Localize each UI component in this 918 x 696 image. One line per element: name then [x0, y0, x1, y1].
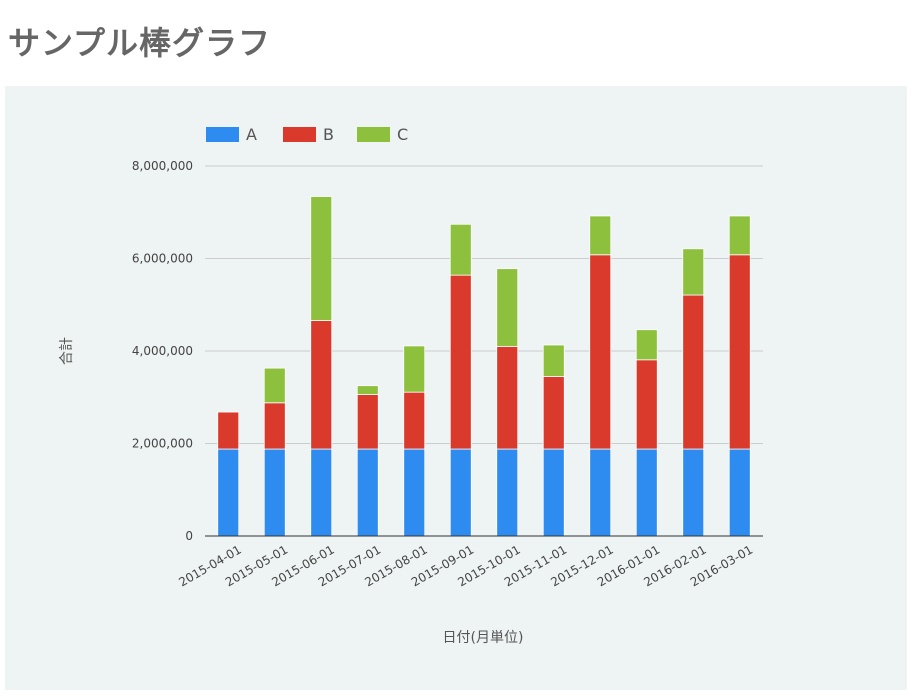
bar-segment-a-2015-11-01 — [542, 448, 565, 537]
bar-segment-a-2015-08-01 — [403, 448, 426, 537]
bar-segment-c-2015-12-01 — [589, 215, 612, 256]
bar-segment-c-2015-08-01 — [403, 345, 426, 393]
chart-panel: A B C 0 2,000,000 4,000,000 6,000,000 8,000,00… — [5, 86, 907, 690]
bar-segment-b-2016-01-01 — [635, 359, 658, 450]
bar-segment-c-2015-06-01 — [310, 196, 333, 321]
bar-segment-a-2015-07-01 — [356, 448, 379, 537]
legend-swatch-b — [283, 127, 316, 142]
y-axis-title: 合計 — [59, 337, 75, 365]
bar-segment-b-2015-09-01 — [449, 274, 472, 450]
bar-segment-b-2015-05-01 — [263, 402, 286, 450]
bar-segment-c-2016-02-01 — [682, 248, 705, 296]
bar-segment-b-2015-10-01 — [496, 345, 519, 450]
bar-segment-b-2016-03-01 — [728, 254, 751, 450]
bar-segment-c-2015-05-01 — [263, 367, 286, 404]
page-title: サンプル棒グラフ — [8, 24, 272, 62]
x-axis-ticks: 2015-04-012015-05-012015-06-012015-07-01… — [176, 542, 755, 589]
bar-segment-a-2016-01-01 — [635, 448, 658, 537]
bar-segment-a-2015-10-01 — [496, 448, 519, 537]
y-tick-label: 8,000,000 — [132, 159, 193, 173]
bar-segment-a-2015-04-01 — [217, 448, 240, 537]
bar-segment-c-2016-01-01 — [635, 329, 658, 361]
bar-segment-c-2016-03-01 — [728, 215, 751, 256]
legend-label-b: B — [323, 125, 334, 144]
bar-segment-b-2015-04-01 — [217, 411, 240, 450]
bar-segment-b-2015-08-01 — [403, 391, 426, 450]
legend-label-a: A — [246, 125, 257, 144]
chart-legend: A B C — [206, 125, 408, 144]
bar-segment-c-2015-09-01 — [449, 223, 472, 276]
bar-segment-b-2015-12-01 — [589, 254, 612, 450]
bar-segment-c-2015-07-01 — [356, 385, 379, 395]
chart-gridlines — [205, 165, 763, 444]
bar-segment-a-2015-05-01 — [263, 448, 286, 537]
bar-segment-a-2015-12-01 — [589, 448, 612, 537]
y-tick-label: 6,000,000 — [132, 252, 193, 266]
bar-segment-a-2015-06-01 — [310, 448, 333, 537]
chart-bars — [217, 196, 751, 537]
bar-segment-b-2015-07-01 — [356, 394, 379, 450]
bar-segment-a-2015-09-01 — [449, 448, 472, 537]
y-axis-ticks: 0 2,000,000 4,000,000 6,000,000 8,000,000 — [132, 159, 193, 543]
bar-segment-c-2015-10-01 — [496, 268, 519, 347]
legend-swatch-a — [206, 127, 239, 142]
legend-label-c: C — [397, 125, 408, 144]
bar-segment-a-2016-03-01 — [728, 448, 751, 537]
bar-segment-b-2015-06-01 — [310, 320, 333, 450]
y-tick-label: 2,000,000 — [132, 437, 193, 451]
bar-segment-c-2015-11-01 — [542, 344, 565, 377]
x-axis-title: 日付(月単位) — [443, 630, 524, 646]
legend-swatch-c — [357, 127, 390, 142]
bar-segment-b-2016-02-01 — [682, 294, 705, 450]
bar-segment-a-2016-02-01 — [682, 448, 705, 537]
bar-segment-b-2015-11-01 — [542, 376, 565, 450]
y-tick-label: 4,000,000 — [132, 344, 193, 358]
y-tick-label: 0 — [185, 529, 193, 543]
bar-chart: A B C 0 2,000,000 4,000,000 6,000,000 8,000,00… — [59, 125, 763, 646]
